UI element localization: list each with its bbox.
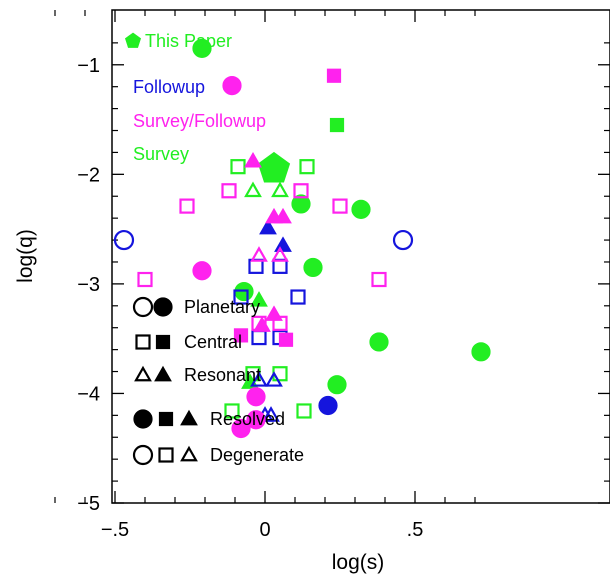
data-point-triangle — [265, 371, 283, 387]
data-point-circle — [351, 199, 371, 219]
data-point-circle — [291, 194, 311, 214]
data-point-square — [248, 258, 264, 274]
data-point-triangle — [250, 371, 268, 387]
data-point-circle — [222, 75, 242, 96]
y-axis-label: log(q) — [14, 229, 37, 283]
data-points — [113, 38, 491, 439]
data-point-square — [326, 68, 342, 83]
data-point-triangle — [274, 236, 292, 252]
x-tick-label: 0 — [259, 519, 270, 541]
legend-filled-square — [155, 334, 171, 350]
data-point-square — [293, 183, 309, 199]
legend-circle — [133, 409, 153, 429]
data-point-square — [299, 159, 315, 175]
legend-triangle — [180, 409, 198, 426]
data-point-square — [251, 329, 267, 346]
data-point-triangle — [274, 207, 292, 224]
data-point-triangle — [271, 246, 289, 262]
y-tick-label: −2 — [77, 164, 100, 186]
legend-filled-triangle — [154, 365, 172, 382]
data-point-square — [332, 198, 348, 214]
legend-filled-circle — [153, 297, 173, 317]
legend-square — [158, 411, 174, 427]
data-point-circle — [471, 342, 491, 362]
legend-source-label: Survey — [133, 144, 189, 164]
data-point-square — [233, 289, 249, 305]
data-point-triangle — [250, 246, 268, 262]
data-point-square — [329, 117, 345, 133]
y-tick-label: −3 — [77, 274, 100, 296]
data-point-square — [296, 403, 312, 419]
axis-ticks: −.5 0 .5 −1 −2 −3 −4 −5 — [54, 10, 610, 541]
legend-source-label: Survey/Followup — [133, 111, 266, 131]
legend-source-label: This Paper — [145, 31, 232, 51]
legend-pentagon-marker — [124, 32, 142, 48]
legend-shape-label: Planetary — [184, 297, 260, 317]
data-point-circle — [192, 38, 212, 58]
x-axis-label: log(s) — [332, 551, 385, 574]
data-point-circle — [392, 229, 414, 251]
data-point-square — [290, 289, 306, 305]
plot-frame — [111, 9, 610, 504]
y-tick-label: −5 — [77, 493, 100, 515]
data-point-circle — [113, 229, 135, 251]
data-point-pentagon — [257, 151, 291, 183]
data-point-circle — [303, 257, 323, 278]
legend-fill-label: Degenerate — [210, 445, 304, 465]
legend-open-square — [135, 334, 151, 350]
legend-open-triangle — [134, 365, 152, 382]
legend-source-label: Followup — [133, 77, 205, 97]
data-point-circle — [318, 395, 338, 416]
data-point-square — [278, 332, 294, 347]
legend-fill-label: Resolved — [210, 409, 285, 429]
data-point-circle — [369, 332, 389, 352]
data-point-triangle — [253, 316, 271, 332]
data-point-circle — [246, 387, 266, 407]
data-point-circle — [246, 410, 266, 430]
legend-shape-label: Resonant — [184, 365, 261, 385]
data-point-triangle — [244, 181, 262, 198]
data-point-square — [272, 258, 288, 274]
legend-circle — [132, 444, 154, 466]
data-point-triangle — [259, 218, 277, 235]
data-point-square — [233, 328, 249, 343]
legend-square — [158, 447, 174, 463]
y-tick-label: −4 — [77, 383, 100, 405]
data-point-triangle — [250, 291, 268, 307]
data-point-triangle — [265, 305, 283, 321]
data-point-square — [371, 271, 387, 288]
data-point-square — [221, 183, 237, 199]
x-tick-label: .5 — [407, 519, 424, 541]
data-point-circle — [327, 375, 347, 395]
legend-shape-label: Central — [184, 332, 242, 352]
data-point-circle — [231, 418, 251, 439]
data-point-square — [179, 198, 195, 214]
x-tick-label: −.5 — [101, 519, 129, 541]
data-point-circle — [192, 261, 212, 281]
data-point-square — [224, 403, 240, 419]
legend: This Paper Followup Survey/Followup Survey P… — [124, 31, 304, 466]
legend-triangle — [180, 445, 198, 462]
data-point-triangle — [271, 181, 289, 198]
data-point-square — [137, 271, 153, 288]
data-point-square — [230, 159, 246, 175]
data-point-triangle — [262, 406, 280, 422]
y-tick-label: −1 — [77, 55, 100, 77]
data-point-triangle — [244, 151, 262, 168]
legend-open-circle — [132, 296, 154, 318]
